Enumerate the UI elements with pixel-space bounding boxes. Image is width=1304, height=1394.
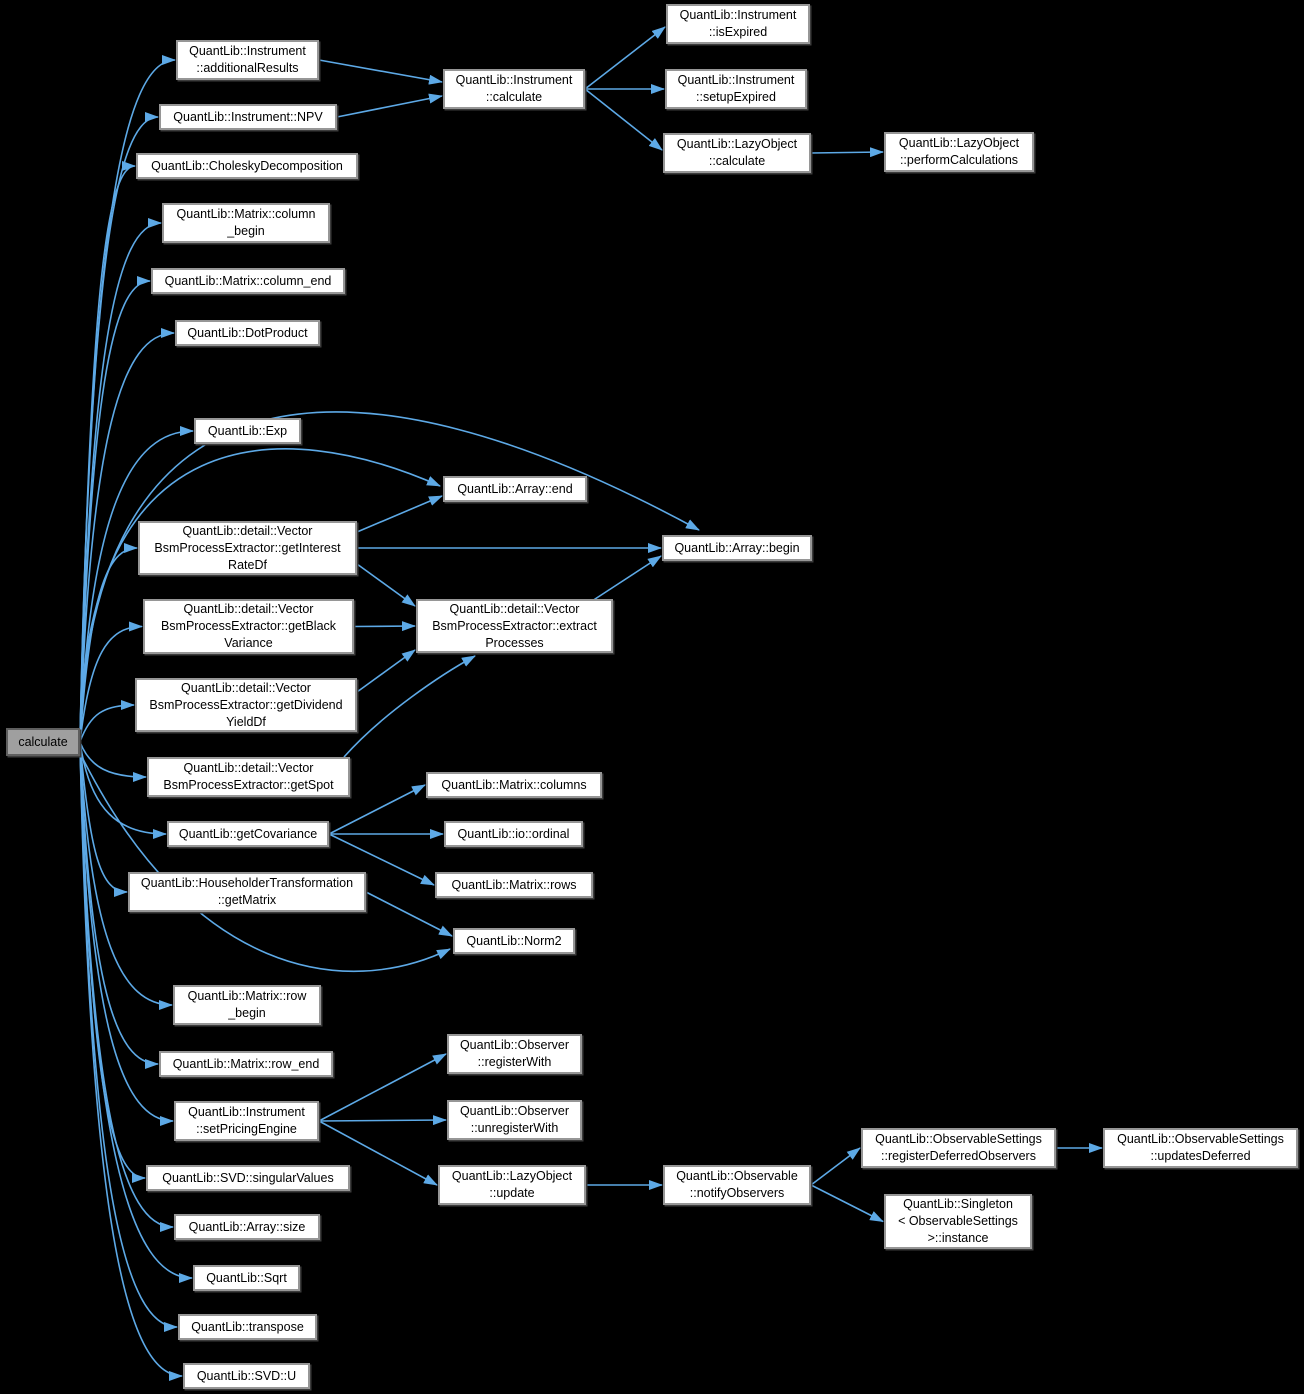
edge-instr_calc-to-lazy_calc xyxy=(584,88,663,151)
node-vectorbsmprocessextractor-getdividendyielddf[interactable]: QuantLib::detail::Vector BsmProcessExtra… xyxy=(135,678,357,732)
node-matrix-columns[interactable]: QuantLib::Matrix::columns xyxy=(426,772,602,798)
node-matrix-rows[interactable]: QuantLib::Matrix::rows xyxy=(435,872,593,898)
edge-calculate-to-get_interest xyxy=(79,543,138,743)
edge-calculate-to-get_black xyxy=(79,621,143,743)
edge-instr_calc-to-is_expired xyxy=(584,26,666,90)
node-norm2[interactable]: QuantLib::Norm2 xyxy=(453,928,575,954)
node-calculate-focus: calculate xyxy=(6,728,80,756)
edge-extract-to-arr_begin xyxy=(591,555,662,602)
node-lazyobject-calculate[interactable]: QuantLib::LazyObject ::calculate xyxy=(663,133,811,173)
node-observer-registerwith[interactable]: QuantLib::Observer ::registerWith xyxy=(447,1034,582,1074)
node-array-begin[interactable]: QuantLib::Array::begin xyxy=(662,535,812,561)
edge-notify-to-singleton xyxy=(810,1184,884,1223)
edge-calculate-to-norm2 xyxy=(79,752,451,973)
node-sqrt[interactable]: QuantLib::Sqrt xyxy=(193,1265,300,1291)
node-observable-notifyobservers[interactable]: QuantLib::Observable ::notifyObservers xyxy=(663,1165,811,1205)
node-singleton-observablesettings-instance[interactable]: QuantLib::Singleton < ObservableSettings… xyxy=(884,1194,1032,1249)
edge-set_engine-to-lazy_update xyxy=(318,1120,438,1186)
edge-calculate-to-arr_size xyxy=(79,741,174,1232)
node-instrument-isexpired[interactable]: QuantLib::Instrument ::isExpired xyxy=(666,4,810,44)
edge-lazy_calc-to-perform xyxy=(810,147,884,158)
node-observer-unregisterwith[interactable]: QuantLib::Observer ::unregisterWith xyxy=(447,1100,582,1140)
node-instrument-calculate[interactable]: QuantLib::Instrument ::calculate xyxy=(443,69,585,109)
edge-get_black-to-extract xyxy=(353,621,416,632)
edge-calculate-to-cholesky xyxy=(79,161,136,743)
edge-calculate-to-householder xyxy=(79,741,128,897)
node-instrument-additionalresults[interactable]: QuantLib::Instrument ::additionalResults xyxy=(176,40,319,80)
edge-get_interest-to-extract xyxy=(356,563,416,607)
node-vectorbsmprocessextractor-getinterestratedf[interactable]: QuantLib::detail::Vector BsmProcessExtra… xyxy=(138,521,357,575)
edge-get_cov-to-m_rows xyxy=(328,833,435,886)
node-exp[interactable]: QuantLib::Exp xyxy=(194,418,301,444)
edge-notify-to-reg_deferred xyxy=(810,1147,861,1186)
edge-get_cov-to-m_columns xyxy=(328,784,426,835)
node-matrix-column-end[interactable]: QuantLib::Matrix::column_end xyxy=(151,268,345,294)
node-svd-singularvalues[interactable]: QuantLib::SVD::singularValues xyxy=(146,1165,350,1191)
edge-calculate-to-get_dividend xyxy=(79,700,135,743)
edge-get_spot-to-extract xyxy=(343,655,476,758)
node-getcovariance[interactable]: QuantLib::getCovariance xyxy=(167,821,329,847)
edge-calculate-to-svd_u xyxy=(79,741,183,1381)
edge-calculate-to-col_begin xyxy=(79,218,162,743)
node-vectorbsmprocessextractor-extractprocesses[interactable]: QuantLib::detail::Vector BsmProcessExtra… xyxy=(416,599,613,653)
node-matrix-row-end[interactable]: QuantLib::Matrix::row_end xyxy=(159,1051,333,1077)
node-instrument-setpricingengine[interactable]: QuantLib::Instrument ::setPricingEngine xyxy=(174,1101,319,1141)
edge-get_dividend-to-extract xyxy=(356,649,416,693)
node-instrument-setupexpired[interactable]: QuantLib::Instrument ::setupExpired xyxy=(665,69,807,109)
node-lazyobject-update[interactable]: QuantLib::LazyObject ::update xyxy=(438,1165,586,1205)
edge-npv-to-instr_calc xyxy=(336,93,443,118)
edge-calculate-to-col_end xyxy=(79,276,151,743)
edge-calculate-to-row_begin xyxy=(79,741,173,1010)
node-array-end[interactable]: QuantLib::Array::end xyxy=(443,476,587,502)
node-transpose[interactable]: QuantLib::transpose xyxy=(178,1314,317,1340)
edge-calculate-to-get_cov xyxy=(79,741,167,839)
edge-calculate-to-sqrt xyxy=(79,741,193,1283)
edge-set_engine-to-reg_with xyxy=(318,1053,447,1122)
node-observablesettings-registerdeferredobservers[interactable]: QuantLib::ObservableSettings ::registerD… xyxy=(861,1128,1056,1168)
node-array-size[interactable]: QuantLib::Array::size xyxy=(174,1214,320,1240)
edge-add_results-to-instr_calc xyxy=(318,59,443,85)
node-matrix-column-begin[interactable]: QuantLib::Matrix::column _begin xyxy=(162,203,330,243)
node-svd-u[interactable]: QuantLib::SVD::U xyxy=(183,1363,310,1389)
edge-calculate-to-transpose xyxy=(79,741,178,1332)
node-dotproduct[interactable]: QuantLib::DotProduct xyxy=(175,320,320,346)
edge-calculate-to-dot_product xyxy=(79,328,175,743)
node-lazyobject-performcalculations[interactable]: QuantLib::LazyObject ::performCalculatio… xyxy=(884,132,1034,172)
node-observablesettings-updatesdeferred[interactable]: QuantLib::ObservableSettings ::updatesDe… xyxy=(1103,1128,1298,1168)
node-vectorbsmprocessextractor-getspot[interactable]: QuantLib::detail::Vector BsmProcessExtra… xyxy=(147,757,350,797)
node-io-ordinal[interactable]: QuantLib::io::ordinal xyxy=(444,821,583,847)
edge-calculate-to-get_spot xyxy=(79,741,147,782)
node-choleskydecomposition[interactable]: QuantLib::CholeskyDecomposition xyxy=(136,153,358,179)
node-instrument-npv[interactable]: QuantLib::Instrument::NPV xyxy=(159,104,337,130)
node-vectorbsmprocessextractor-getblackvariance[interactable]: QuantLib::detail::Vector BsmProcessExtra… xyxy=(143,599,354,654)
node-matrix-row-begin[interactable]: QuantLib::Matrix::row _begin xyxy=(173,985,321,1025)
edge-get_interest-to-arr_end xyxy=(356,495,443,533)
edge-calculate-to-set_engine xyxy=(79,741,174,1126)
edge-householder-to-norm2 xyxy=(365,891,453,937)
node-householdertransformation-getmatrix[interactable]: QuantLib::HouseholderTransformation ::ge… xyxy=(128,872,366,912)
edge-set_engine-to-unreg_with xyxy=(318,1115,447,1126)
